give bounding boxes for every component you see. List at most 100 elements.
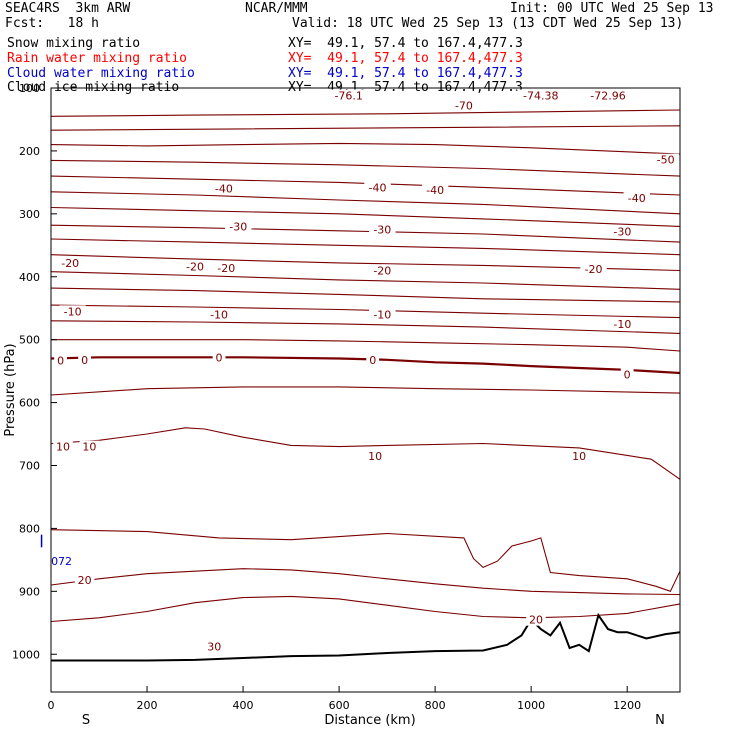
forecast-hour: Fcst: 18 h [5,16,99,31]
isotherm-label-bg [53,440,73,453]
y-tick-label: 900 [19,585,40,598]
org-title: NCAR/MMM [245,1,308,16]
isotherm-line [50,191,681,215]
y-axis-label: Pressure (hPa) [3,343,18,436]
isotherm-label-bg [57,256,84,269]
x-axis-label: Distance (km) [324,713,415,728]
isotherm-label: -10 [210,309,228,322]
isotherm-label-bg [652,153,679,166]
isotherm-label: -10 [613,318,631,331]
isotherm-line [50,356,681,375]
x-tick-label: 1000 [517,699,545,712]
isotherm-label: 10 [82,441,96,454]
isotherm-label: 0 [624,368,631,381]
isotherm-label: -40 [369,181,387,194]
north-label: N [655,713,665,728]
isotherm-label-bg [210,182,238,195]
isotherm-label: 0 [57,354,64,367]
isotherm-labels: -76.1 -74.38 -72.96 -70 -50 -40 -40 -40 -40 -30 -3… [40,89,679,654]
isotherm-label-bg [421,183,449,196]
isotherm-label: -20 [61,257,79,270]
y-tick-label: 600 [19,397,40,410]
isotherm-label-bg [59,305,86,318]
isotherm-line [50,287,681,303]
x-tick-label: 800 [425,699,446,712]
isotherm-label-bg [584,89,632,102]
isotherm-line [50,427,681,480]
field-snow-xy: XY= 49.1, 57.4 to 167.4,477.3 [288,36,523,51]
isotherm-label-bg [620,368,634,381]
isotherm-line [50,125,681,131]
isotherm-label: -76.1 [334,90,362,103]
isotherm-label-bg [609,225,636,238]
isotherm-label: 10 [572,450,586,463]
isotherm-label: -20 [217,262,235,275]
isotherm-line [50,142,681,155]
isotherm-label: -10 [64,305,82,318]
isotherm-label: -72.96 [590,90,625,103]
isotherm-label: 10 [368,450,382,463]
isotherm-lines [50,109,681,623]
isotherm-label: 30 [207,641,221,654]
y-tick-label: 1000 [12,648,40,661]
isotherm-label-bg [213,261,240,274]
isotherm-label: -20 [373,264,391,277]
y-tick-label: 700 [19,460,40,473]
x-tick-label: 1200 [613,699,641,712]
isotherm-label: -30 [613,225,631,238]
isotherm-label: -20 [585,263,603,276]
isotherm-label-bg [364,181,391,194]
isotherm-label: 20 [78,574,92,587]
isotherm-label: 0 [81,354,88,367]
field-rain-name: Rain water mixing ratio [7,51,188,66]
isotherm-line [51,339,681,352]
isotherm-label: -70 [455,100,473,113]
isotherm-label-bg [450,99,478,112]
isotherm-line [50,320,681,334]
isotherm-label: -40 [215,183,233,196]
y-tick-label: 100 [19,82,40,95]
isotherm-label-bg [369,308,396,321]
isotherm-line [50,271,681,290]
isotherm-label-bg [609,317,636,330]
isotherm-label-bg [580,263,607,276]
isotherm-line [50,206,681,227]
field-cloud-water-name: Cloud water mixing ratio [7,66,195,81]
isotherm-label-bg [225,220,252,233]
isotherm-label-bg [78,353,92,366]
y-tick-label: 400 [19,271,40,284]
isotherm-label-bg [369,223,396,236]
isotherm-line [50,238,681,256]
isotherm-label: 0 [216,351,223,364]
isotherm-label: -40 [628,192,646,205]
y-tick-label: 500 [19,334,40,347]
model-title: SEAC4RS 3km ARW [5,1,131,16]
isotherm-label-bg [569,450,589,463]
isotherm-line [50,224,681,243]
valid-time: Valid: 18 UTC Wed 25 Sep 13 (13 CDT Wed … [292,16,684,31]
y-tick-label: 800 [19,522,40,535]
isotherm-line [50,304,681,319]
x-tick-label: 400 [233,699,254,712]
isotherm-label-bg [365,450,385,463]
south-label: S [82,713,90,728]
x-tick-label: 600 [329,699,350,712]
isotherm-label-bg [79,440,100,453]
isotherm-line [50,159,681,177]
isotherm-label-bg [204,640,225,653]
isotherm-label-bg [328,89,369,102]
isotherm-label-bg [366,353,380,366]
isotherm-line [50,109,681,117]
isotherm-label-bg [212,351,226,364]
isotherm-label: -30 [229,220,247,233]
isotherm-label: -30 [373,224,391,237]
field-rain-xy: XY= 49.1, 57.4 to 167.4,477.3 [288,51,523,66]
isotherm-label: -50 [657,154,675,167]
y-tick-label: 300 [19,208,40,221]
isotherm-label: 0 [369,354,376,367]
field-snow-name: Snow mixing ratio [7,36,141,51]
field-cloud-water-xy: XY= 49.1, 57.4 to 167.4,477.3 [288,66,523,81]
x-tick-label: 0 [48,699,55,712]
